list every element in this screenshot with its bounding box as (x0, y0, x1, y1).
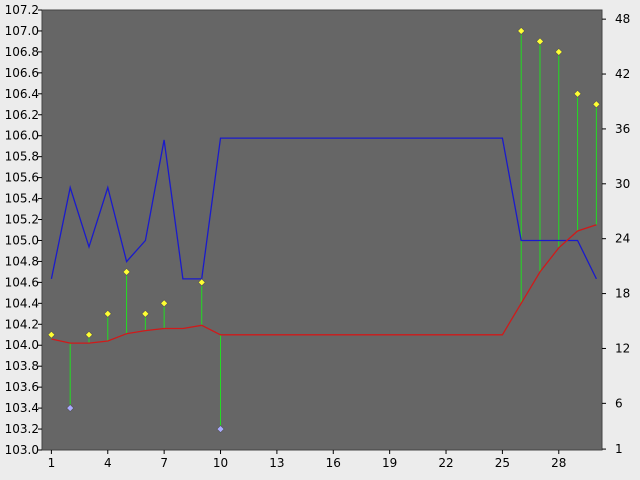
left-axis-tick-label: 103.6 (5, 380, 39, 394)
left-axis-tick-label: 107.2 (5, 3, 39, 17)
left-axis-tick-label: 104.2 (5, 317, 39, 331)
x-axis: 1 4 7 10 13 16 19 22 25 28 (48, 450, 566, 470)
left-axis-tick-label: 103.2 (5, 422, 39, 436)
left-axis-tick-label: 103.4 (5, 401, 39, 415)
marker-up (103, 309, 112, 318)
x-axis-tick-label: 25 (495, 456, 510, 470)
x-axis-tick-label: 13 (269, 456, 284, 470)
marker-up (160, 299, 169, 308)
right-axis-tick-label: 18 (615, 287, 630, 301)
x-axis-tick-label: 28 (551, 456, 566, 470)
right-axis-tick-label: 1 (615, 442, 623, 456)
marker-up (122, 267, 131, 276)
x-axis-tick-label: 16 (326, 456, 341, 470)
plot-area (41, 9, 603, 451)
left-axis: 103.0 103.2 103.4 103.6 103.8 104.0 104.2 104.4… (5, 3, 42, 457)
right-axis-tick-label: 24 (615, 232, 630, 246)
marker-up (85, 330, 93, 339)
series-lines (50, 137, 597, 344)
left-axis-tick-label: 104.6 (5, 275, 39, 289)
marker-up (592, 100, 601, 109)
x-axis-tick-label: 7 (160, 456, 168, 470)
left-axis-tick-label: 105.6 (5, 171, 39, 185)
left-axis-tick-label: 105.8 (5, 150, 39, 164)
left-axis-tick-label: 106.2 (5, 108, 39, 122)
left-axis-tick-label: 103.8 (5, 359, 39, 373)
red-series-line (51, 224, 597, 344)
marker-up (47, 330, 56, 339)
left-axis-tick-label: 106.0 (5, 129, 39, 143)
right-axis-tick-label: 12 (615, 341, 630, 355)
marker-up (554, 47, 563, 56)
left-axis-tick-label: 106.8 (5, 45, 39, 59)
left-axis-tick-label: 104.0 (5, 338, 39, 352)
right-axis-tick-label: 42 (615, 67, 630, 81)
left-axis-tick-label: 104.4 (5, 296, 39, 310)
x-axis-tick-label: 1 (48, 456, 56, 470)
marker-up (197, 278, 206, 287)
left-axis-tick-label: 106.6 (5, 66, 39, 80)
marker-up (536, 37, 544, 46)
marker-up (517, 27, 526, 35)
marker-down (66, 404, 75, 413)
left-axis-tick-label: 105.2 (5, 213, 39, 227)
marker-down (216, 425, 225, 433)
markers (47, 27, 601, 433)
marker-up (141, 309, 150, 318)
right-axis: 1 6 12 18 24 30 36 42 48 (602, 12, 630, 456)
left-axis-tick-label: 103.0 (5, 443, 39, 457)
x-axis-tick-label: 22 (438, 456, 453, 470)
marker-up (573, 89, 582, 98)
blue-series-line (50, 137, 597, 280)
left-axis-tick-label: 106.4 (5, 87, 39, 101)
left-axis-tick-label: 105.4 (5, 192, 39, 206)
right-axis-tick-label: 30 (615, 177, 630, 191)
right-axis-tick-label: 48 (615, 12, 630, 26)
x-axis-tick-label: 4 (104, 456, 112, 470)
left-axis-tick-label: 107.0 (5, 24, 39, 38)
left-axis-tick-label: 104.8 (5, 254, 39, 268)
x-axis-tick-label: 10 (213, 456, 228, 470)
right-axis-tick-label: 36 (615, 122, 630, 136)
x-axis-tick-label: 19 (382, 456, 397, 470)
right-axis-tick-label: 6 (615, 396, 623, 410)
left-axis-tick-label: 105.0 (5, 233, 39, 247)
